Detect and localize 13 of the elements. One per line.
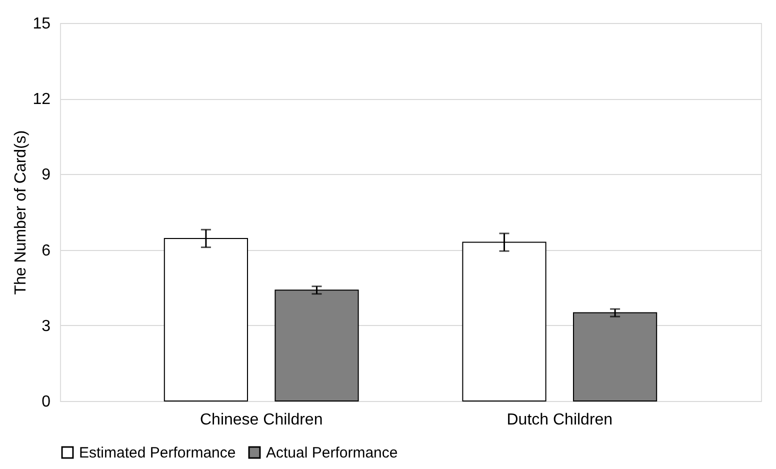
legend-label: Actual Performance (266, 444, 398, 462)
y-tick-label: 9 (42, 166, 51, 184)
y-tick-label: 3 (42, 318, 51, 335)
y-tick-label: 6 (42, 242, 51, 260)
y-tick-label: 0 (42, 394, 51, 410)
y-axis-title: The Number of Card(s) (12, 130, 30, 295)
legend-label: Estimated Performance (79, 444, 236, 462)
bar (274, 290, 359, 402)
bar (573, 312, 658, 402)
x-tick-label: Dutch Children (506, 412, 613, 428)
x-tick-label: Chinese Children (200, 412, 323, 428)
y-tick-label: 15 (32, 16, 51, 32)
y-tick-label: 12 (32, 91, 51, 108)
